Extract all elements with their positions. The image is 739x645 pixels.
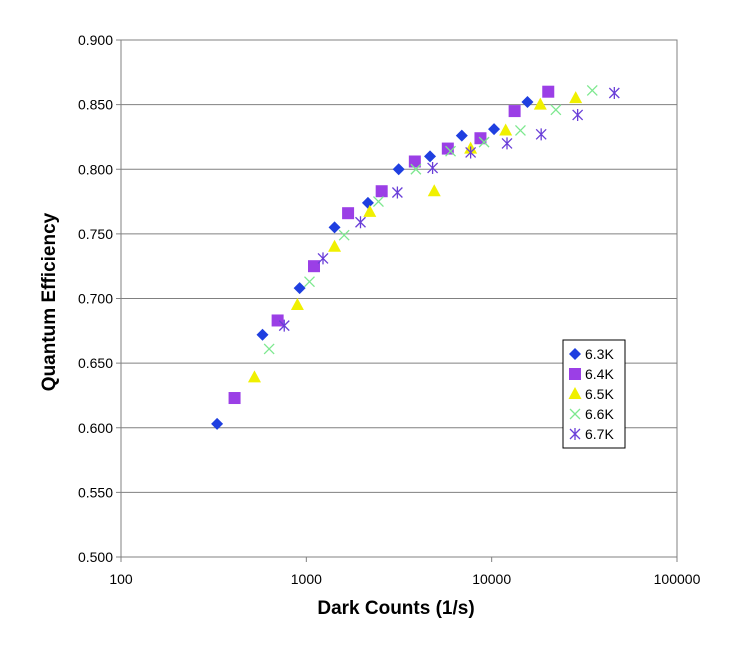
legend-marker: [569, 408, 581, 420]
data-point: [256, 328, 269, 341]
x-tick-label: 1000: [291, 571, 322, 587]
x-axis-title: Dark Counts (1/s): [317, 598, 474, 619]
y-tick-label: 0.550: [78, 484, 113, 500]
y-tick-label: 0.750: [78, 226, 113, 242]
x-tick-label: 10000: [472, 571, 511, 587]
legend-marker: [569, 368, 581, 380]
data-point: [550, 104, 562, 116]
legend-marker: [568, 387, 582, 399]
data-point: [304, 276, 315, 288]
data-point: [363, 204, 377, 217]
data-point: [478, 136, 490, 148]
legend-marker: [569, 428, 581, 440]
data-point: [328, 239, 342, 252]
y-tick-label: 0.500: [78, 549, 113, 565]
data-point: [342, 207, 355, 220]
y-axis-ticks: 0.500 0.550 0.600 0.650 0.700 0.750 0.800 0.850…: [78, 32, 121, 565]
data-point: [228, 392, 241, 405]
data-point: [392, 163, 405, 176]
y-tick-label: 0.850: [78, 97, 113, 113]
data-point: [499, 123, 513, 136]
data-point: [424, 150, 437, 163]
data-point: [542, 85, 555, 98]
y-axis-title: Quantum Efficiency: [39, 212, 60, 391]
legend: 6.3K 6.4K 6.5K 6.6K 6.7K: [562, 339, 626, 449]
data-point: [410, 163, 422, 175]
x-tick-label: 100: [109, 571, 133, 587]
legend-label: 6.3K: [585, 346, 614, 362]
y-tick-label: 0.800: [78, 161, 113, 177]
data-point: [508, 105, 521, 118]
data-point: [427, 161, 439, 174]
data-points: [211, 84, 620, 430]
data-point: [514, 125, 526, 136]
y-tick-label: 0.900: [78, 32, 113, 48]
data-point: [338, 229, 350, 241]
y-tick-label: 0.700: [78, 291, 113, 307]
data-point: [608, 86, 620, 99]
data-point: [572, 108, 584, 121]
data-point: [247, 370, 261, 383]
data-point: [372, 196, 384, 208]
data-point: [535, 128, 547, 141]
data-point: [278, 319, 290, 332]
data-point: [293, 282, 306, 295]
data-point: [271, 314, 284, 327]
y-tick-label: 0.600: [78, 420, 113, 436]
y-tick-label: 0.650: [78, 355, 113, 371]
series-6.3K: [211, 96, 534, 430]
legend-marker: [569, 348, 581, 360]
data-point: [308, 260, 321, 273]
data-point: [211, 417, 224, 430]
data-point: [501, 137, 513, 150]
data-point: [455, 129, 468, 142]
data-point: [328, 221, 341, 234]
data-point: [317, 252, 329, 265]
data-point: [361, 196, 374, 209]
data-point: [355, 216, 366, 229]
legend-label: 6.5K: [585, 386, 614, 402]
data-point: [569, 91, 583, 104]
data-point: [488, 123, 501, 136]
legend-label: 6.6K: [585, 406, 614, 422]
data-point: [290, 297, 304, 310]
gridlines: [121, 39, 677, 558]
data-point: [521, 96, 534, 109]
data-point: [391, 186, 403, 199]
series-6.5K: [247, 91, 583, 383]
series-6.7K: [278, 86, 620, 332]
x-tick-label: 100000: [654, 571, 701, 587]
data-point: [427, 184, 441, 197]
data-point: [375, 185, 388, 198]
x-axis-ticks: 100 1000 10000 100000: [109, 557, 701, 587]
legend-label: 6.7K: [585, 426, 614, 442]
data-point: [445, 145, 457, 157]
data-point: [263, 343, 275, 355]
data-point: [586, 84, 598, 96]
series-6.6K: [263, 84, 598, 355]
legend-label: 6.4K: [585, 366, 614, 382]
data-point: [533, 97, 547, 110]
data-point: [465, 146, 477, 159]
